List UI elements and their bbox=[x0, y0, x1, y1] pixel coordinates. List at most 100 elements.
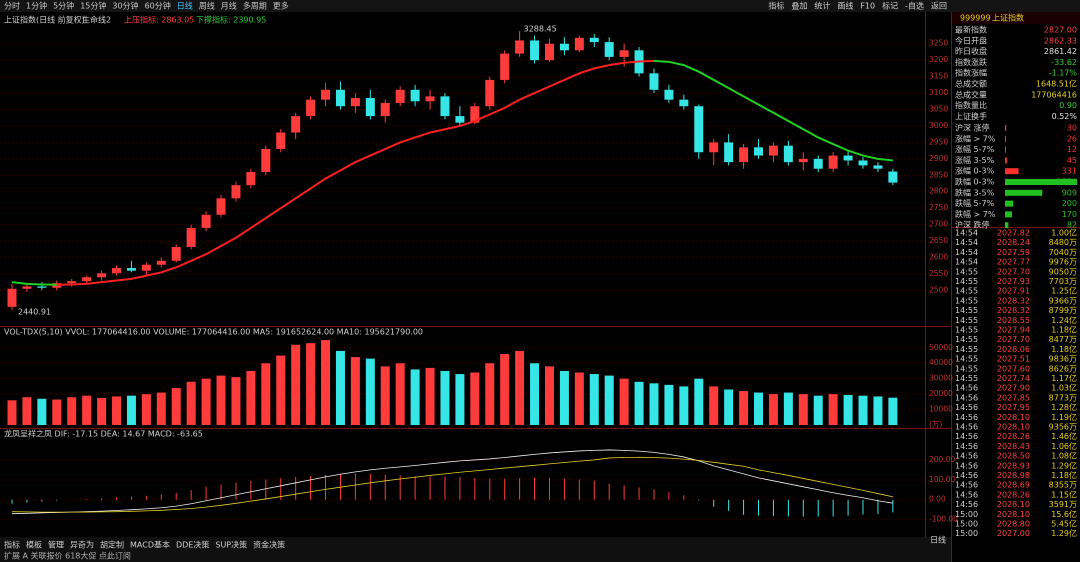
volume-bar bbox=[574, 372, 584, 425]
stat-label: 涨幅 0-3% bbox=[955, 166, 995, 176]
period-tab[interactable]: 60分钟 bbox=[145, 1, 171, 11]
volume-bar bbox=[156, 392, 166, 425]
stat-label: 沪深 涨停 bbox=[955, 123, 990, 133]
tick-time: 14:55 bbox=[955, 267, 978, 276]
quote-label: 总成交额 bbox=[955, 79, 987, 89]
candle-body bbox=[739, 147, 749, 163]
tick-volume: 1.00亿 bbox=[1051, 228, 1077, 238]
candle-body bbox=[395, 89, 405, 103]
tick-time: 14:55 bbox=[955, 277, 978, 286]
period-tab[interactable]: 15分钟 bbox=[80, 1, 106, 11]
tick-volume: 1.18亿 bbox=[1051, 344, 1077, 354]
tool-button[interactable]: 统计 bbox=[814, 1, 830, 11]
quote-header-bg bbox=[952, 12, 1080, 24]
period-tab[interactable]: 更多 bbox=[273, 1, 289, 11]
indicator-tab[interactable]: 胡定制 bbox=[100, 540, 124, 550]
tick-volume: 8799万 bbox=[1049, 306, 1077, 315]
candle-body bbox=[530, 40, 540, 61]
quote-value: 1648.51亿 bbox=[1036, 79, 1077, 89]
indicator-tab[interactable]: MACD基本 bbox=[130, 540, 170, 550]
tick-time: 14:54 bbox=[955, 238, 978, 247]
tool-button[interactable]: 叠加 bbox=[791, 1, 807, 11]
tick-time: 14:55 bbox=[955, 326, 978, 335]
volume-bar bbox=[694, 378, 704, 425]
indicator-tab[interactable]: DDE决策 bbox=[176, 540, 209, 550]
tool-button[interactable]: -自选 bbox=[905, 1, 924, 11]
tool-button[interactable]: 指标 bbox=[768, 1, 784, 11]
y-tick-label: 2700 bbox=[929, 220, 948, 229]
period-tab[interactable]: 日线 bbox=[177, 1, 193, 11]
volume-bar bbox=[783, 392, 793, 425]
tool-button[interactable]: 标记 bbox=[882, 1, 898, 11]
period-tab[interactable]: 周线 bbox=[199, 1, 215, 11]
period-tab[interactable]: 多周期 bbox=[243, 1, 267, 11]
tick-volume: 1.18亿 bbox=[1051, 325, 1077, 335]
volume-bar bbox=[709, 386, 719, 425]
tick-price: 2028.32 bbox=[997, 306, 1030, 315]
tick-price: 2028.55 bbox=[997, 316, 1030, 325]
y-tick-label: 3150 bbox=[929, 72, 948, 81]
tool-button[interactable]: 画线 bbox=[837, 1, 853, 11]
quote-label: 总成交量 bbox=[955, 89, 987, 99]
y-tick-label: 2750 bbox=[929, 203, 948, 212]
indicator-tab[interactable]: 异奇为 bbox=[70, 540, 94, 550]
volume-bar bbox=[634, 381, 644, 425]
stat-bar bbox=[1005, 222, 1009, 229]
upper-indicator: 上压指标: 2863.05 bbox=[124, 15, 194, 25]
tick-time: 14:55 bbox=[955, 316, 978, 325]
indicator-tab[interactable]: SUP决策 bbox=[215, 540, 247, 550]
tick-time: 14:55 bbox=[955, 296, 978, 305]
indicator-name: 生命线2 bbox=[82, 15, 111, 25]
tick-time: 14:56 bbox=[955, 461, 978, 470]
candle-body bbox=[843, 155, 853, 161]
quote-value: 2862.33 bbox=[1044, 36, 1077, 45]
period-tab[interactable]: 月线 bbox=[221, 1, 237, 11]
volume-bar bbox=[52, 399, 62, 425]
period-tab[interactable]: 5分钟 bbox=[53, 1, 74, 11]
dea-line bbox=[11, 456, 893, 513]
stat-label: 跌幅 5-7% bbox=[955, 198, 995, 208]
stat-value: 1759 bbox=[1057, 178, 1077, 187]
volume-bar bbox=[843, 394, 853, 425]
tick-time: 15:00 bbox=[955, 520, 978, 529]
candle-body bbox=[485, 79, 495, 107]
tick-price: 2028.24 bbox=[997, 238, 1030, 247]
period-label[interactable]: 日线 bbox=[930, 535, 946, 545]
stat-value: 331 bbox=[1062, 167, 1077, 176]
tick-time: 14:56 bbox=[955, 471, 978, 480]
stat-label: 涨幅 5-7% bbox=[955, 144, 995, 154]
tick-volume: 15.6亿 bbox=[1051, 509, 1077, 519]
volume-bar bbox=[604, 375, 614, 425]
period-tab[interactable]: 分时 bbox=[4, 1, 20, 11]
tick-time: 14:54 bbox=[955, 248, 978, 257]
candle-body bbox=[888, 171, 898, 183]
candle-body bbox=[171, 246, 181, 261]
tick-time: 14:55 bbox=[955, 335, 978, 344]
tick-price: 2028.26 bbox=[997, 490, 1030, 499]
candle-body bbox=[22, 286, 32, 289]
period-tab[interactable]: 30分钟 bbox=[112, 1, 138, 11]
quote-name: 上证指数 bbox=[992, 13, 1024, 23]
tool-button[interactable]: F10 bbox=[860, 2, 875, 11]
indicator-tab[interactable]: 资金决策 bbox=[253, 540, 285, 550]
candle-body bbox=[97, 273, 107, 278]
tick-time: 14:55 bbox=[955, 355, 978, 364]
tick-volume: 1.29亿 bbox=[1051, 528, 1077, 538]
volume-bar bbox=[739, 391, 749, 425]
candle-body bbox=[141, 264, 151, 271]
y-tick-label: 2800 bbox=[929, 187, 948, 196]
tick-time: 14:56 bbox=[955, 481, 978, 490]
indicator-tab[interactable]: 管理 bbox=[48, 540, 64, 550]
candle-body bbox=[291, 116, 301, 133]
tool-button[interactable]: 返回 bbox=[931, 2, 947, 11]
tick-time: 14:55 bbox=[955, 287, 978, 296]
y-tick-label: 2900 bbox=[929, 154, 948, 163]
period-tab[interactable]: 1分钟 bbox=[26, 1, 47, 11]
indicator-tab[interactable]: 模板 bbox=[26, 540, 42, 550]
volume-bar bbox=[425, 367, 435, 425]
indicator-tab[interactable]: 指标 bbox=[4, 540, 20, 550]
volume-bar bbox=[619, 378, 629, 425]
quote-label: 指数量比 bbox=[955, 100, 987, 110]
tick-price: 2028.32 bbox=[997, 296, 1030, 305]
